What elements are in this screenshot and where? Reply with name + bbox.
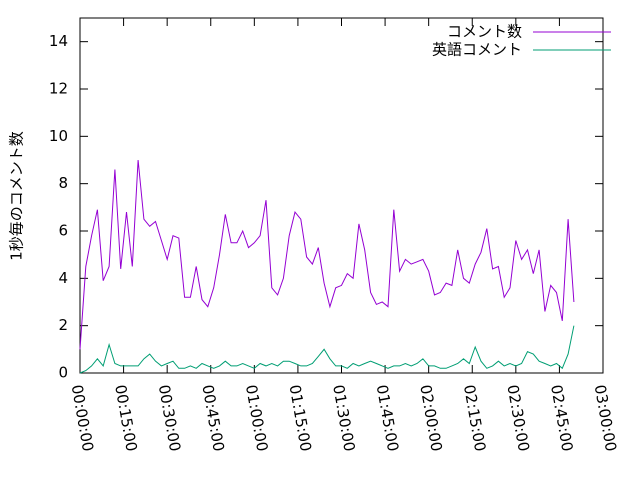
y-tick-label: 2 [58, 316, 68, 334]
y-tick-label: 4 [58, 269, 68, 287]
x-tick-label: 02:45:00 [547, 383, 576, 452]
y-tick-label: 6 [58, 222, 68, 240]
x-tick-label: 01:45:00 [373, 383, 402, 452]
plot-frame [79, 17, 604, 374]
x-tick-label: 01:15:00 [286, 383, 315, 452]
series-line [79, 325, 575, 374]
x-tick-label: 01:00:00 [242, 383, 271, 452]
x-tick-label: 00:15:00 [111, 383, 140, 452]
y-tick-label: 10 [49, 127, 68, 145]
y-axis-label: 1秒毎のコメント数 [8, 131, 26, 261]
legend-label: 英語コメント [432, 41, 522, 59]
legend-label: コメント数 [447, 23, 522, 41]
x-tick-label: 02:00:00 [416, 383, 445, 452]
x-tick-label: 03:00:00 [591, 383, 620, 452]
series-line [79, 159, 575, 350]
x-tick-label: 02:30:00 [503, 383, 532, 452]
x-tick-label: 02:15:00 [460, 383, 489, 452]
x-tick-label: 00:00:00 [68, 383, 97, 452]
x-tick-label: 00:30:00 [155, 383, 184, 452]
y-tick-label: 12 [49, 80, 68, 98]
x-tick-label: 00:45:00 [198, 383, 227, 452]
y-tick-label: 14 [49, 32, 68, 50]
y-tick-label: 0 [58, 364, 68, 382]
x-tick-label: 01:30:00 [329, 383, 358, 452]
y-tick-label: 8 [58, 174, 68, 192]
